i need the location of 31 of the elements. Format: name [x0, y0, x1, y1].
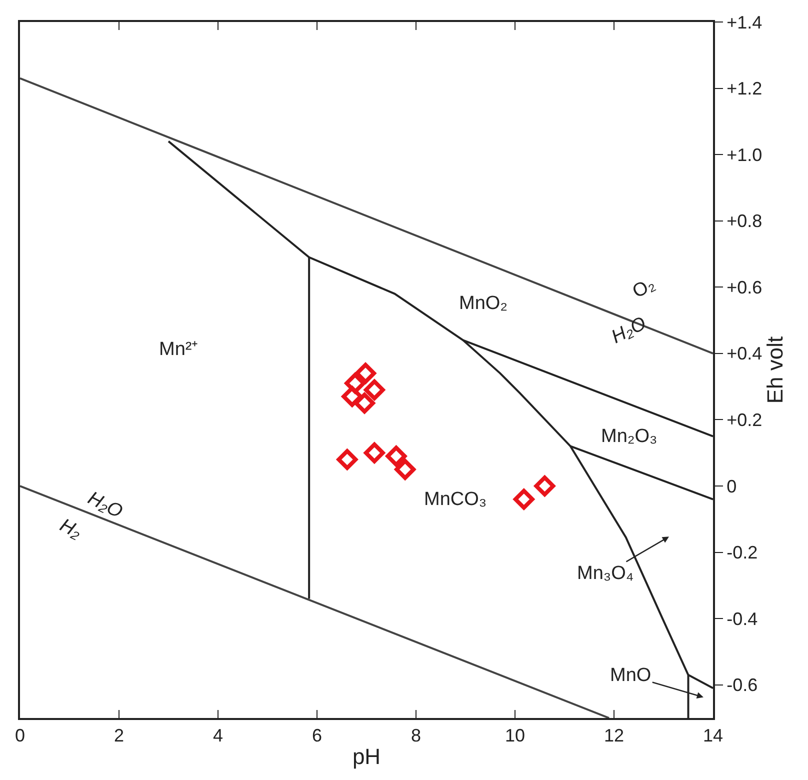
annotation: Mn²⁺ — [159, 339, 198, 360]
annotation: H₂O — [608, 313, 650, 348]
annotation: MnCO₃ — [424, 489, 487, 510]
annotation: MnO₂ — [459, 293, 508, 314]
annotation: O₂ — [629, 274, 659, 303]
x-tick-label: 12 — [604, 726, 624, 746]
x-tick-label: 8 — [410, 726, 422, 746]
x-tick-label: 14 — [702, 726, 724, 746]
y-tick-label: +1.4 — [726, 12, 762, 32]
y-tick-label: -0.4 — [726, 608, 758, 629]
x-tick-label: 10 — [504, 726, 526, 746]
y-tick-label: +1.0 — [726, 144, 762, 165]
y-tick-label: +0.8 — [726, 211, 762, 232]
annotation: MnO — [610, 665, 652, 686]
y-tick-label: 0 — [726, 476, 737, 496]
x-tick-label: 0 — [14, 726, 26, 746]
y-tick-label: +0.2 — [726, 410, 762, 430]
x-axis-title: pH — [352, 744, 381, 769]
y-axis-title: Eh volt — [762, 336, 788, 404]
y-tick-label: -0.6 — [726, 675, 758, 696]
y-tick-label: +0.6 — [726, 277, 762, 298]
y-tick-label: +1.2 — [726, 78, 762, 99]
y-tick-label: -0.2 — [726, 542, 758, 563]
annotation: H₂O — [84, 488, 126, 523]
y-tick-label: +0.4 — [726, 344, 762, 364]
annotation: Mn₃O₄ — [577, 563, 634, 584]
x-tick-label: 6 — [312, 726, 322, 746]
x-tick-label: 2 — [114, 726, 124, 746]
annotation: Mn₂O₃ — [601, 426, 658, 447]
annotation: H₂ — [56, 515, 86, 544]
x-tick-label: 4 — [212, 726, 224, 746]
